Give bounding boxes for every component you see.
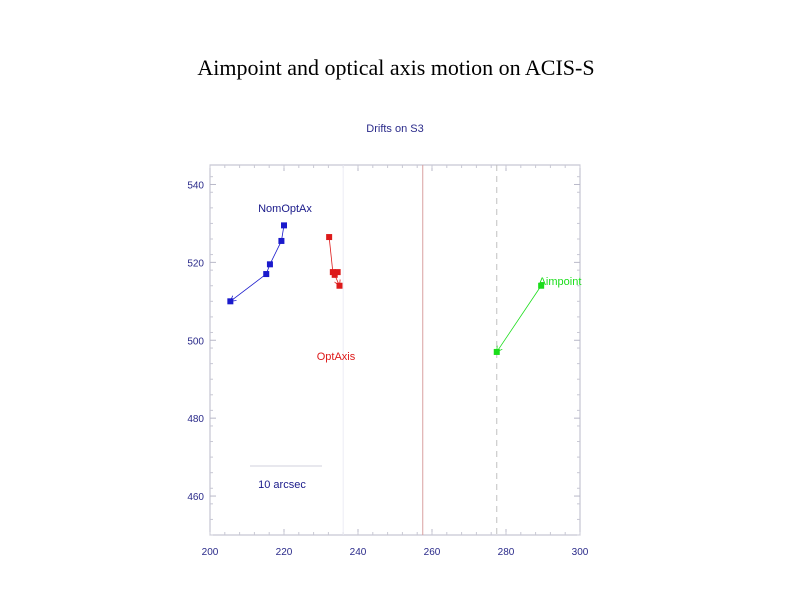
x-tick-label: 240 xyxy=(350,547,367,558)
y-tick-label: 500 xyxy=(187,336,204,347)
series-line-nomoptax xyxy=(230,225,285,301)
x-tick-label: 200 xyxy=(202,547,219,558)
data-point-aimpoint xyxy=(493,348,500,355)
slide-title: Aimpoint and optical axis motion on ACIS… xyxy=(197,55,595,80)
annotation-10-arcsec: 10 arcsec xyxy=(258,479,306,491)
x-tick-label: 220 xyxy=(276,547,293,558)
annotation-nomoptax: NomOptAx xyxy=(258,203,312,215)
x-tick-label: 300 xyxy=(572,547,589,558)
y-tick-label: 480 xyxy=(187,414,204,425)
data-point-nomoptax xyxy=(281,222,287,229)
data-point-nomoptax xyxy=(266,261,273,268)
data-point-optaxis xyxy=(326,234,333,241)
data-point-nomoptax xyxy=(227,298,234,305)
series-line-aimpoint xyxy=(497,285,542,352)
annotation-optaxis: OptAxis xyxy=(317,351,356,363)
data-point-aimpoint xyxy=(538,282,545,289)
annotation-aimpoint: Aimpoint xyxy=(539,276,582,288)
data-point-nomoptax xyxy=(263,271,270,278)
x-tick-label: 260 xyxy=(424,547,441,558)
data-point-optaxis xyxy=(331,271,338,278)
y-tick-label: 540 xyxy=(187,180,204,191)
x-tick-label: 280 xyxy=(498,547,515,558)
data-point-nomoptax xyxy=(278,237,285,244)
y-tick-label: 520 xyxy=(187,258,204,269)
series-line-optaxis xyxy=(328,237,339,286)
y-tick-label: 460 xyxy=(187,492,204,503)
chart-title: Drifts on S3 xyxy=(366,123,423,135)
data-point-optaxis xyxy=(336,282,343,289)
plot-frame xyxy=(209,164,581,536)
